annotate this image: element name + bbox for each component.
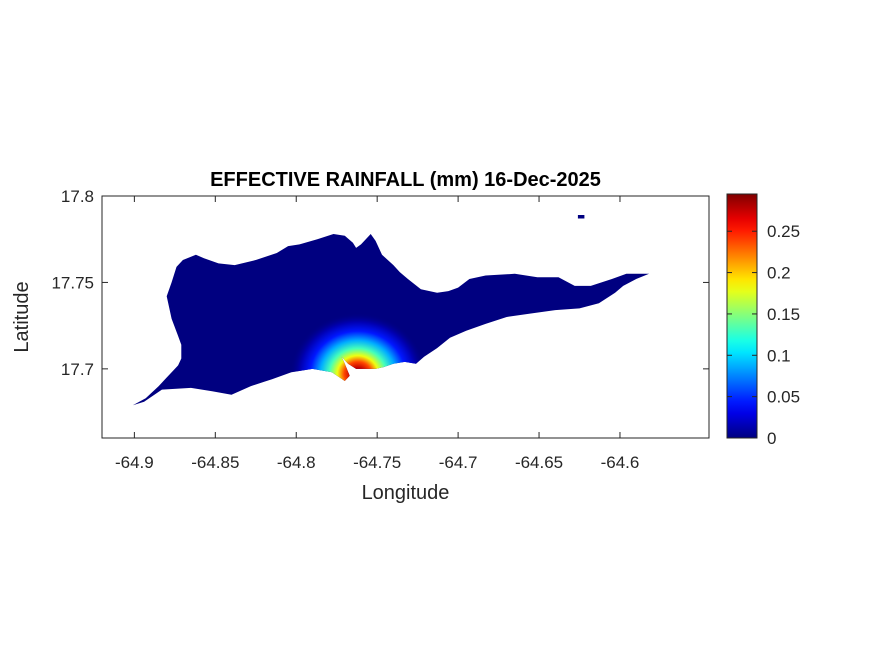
colorbar: 0 0.05 0.1 0.15 0.2 0.25 [726,193,800,448]
colorbar-tick-label: 0.2 [767,264,791,283]
y-tick-label: 17.75 [51,273,94,292]
x-axis-ticks: -64.9 -64.85 -64.8 -64.75 -64.7 -64.65 -64.6 [115,196,639,472]
colorbar-ticks: 0 0.05 0.1 0.15 0.2 0.25 [727,222,800,448]
colorbar-tick-label: 0.05 [767,388,800,407]
axes-box [101,195,710,439]
y-axis-label: Latitude [11,281,33,352]
x-tick-label: -64.65 [515,453,563,472]
colorbar-scale [726,193,758,439]
y-tick-label: 17.7 [61,360,94,379]
x-axis-label: Longitude [362,482,450,504]
colorbar-tick-label: 0 [767,429,776,448]
island-land [132,234,650,406]
rainfall-hotspot [289,312,426,406]
y-tick-label: 17.8 [61,187,94,206]
land-layer [132,215,650,406]
colorbar-tick-label: 0.1 [767,346,791,365]
x-tick-label: -64.6 [601,453,640,472]
x-tick-label: -64.8 [277,453,316,472]
x-tick-label: -64.85 [191,453,239,472]
chart-title: EFFECTIVE RAINFALL (mm) 16-Dec-2025 [210,169,601,191]
colorbar-tick-label: 0.25 [767,222,800,241]
x-tick-label: -64.75 [353,453,401,472]
islet-land [577,215,585,219]
plot-area: -64.9 -64.85 -64.8 -64.75 -64.7 -64.65 -64.6 1… [51,187,710,472]
y-axis-ticks: 17.7 17.75 17.8 [51,187,709,379]
x-tick-label: -64.9 [115,453,154,472]
x-tick-label: -64.7 [439,453,478,472]
colorbar-tick-label: 0.15 [767,305,800,324]
hotspot-field [289,312,426,406]
